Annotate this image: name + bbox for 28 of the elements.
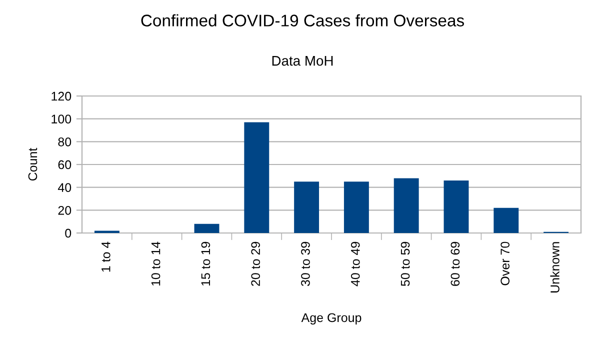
x-tick-label: 40 to 49 <box>350 242 360 286</box>
bar <box>294 182 320 233</box>
y-tick-label: 60 <box>58 160 72 170</box>
bar <box>394 178 419 233</box>
x-tick-label: 1 to 4 <box>102 242 110 272</box>
x-tick-label: 60 to 69 <box>450 242 460 286</box>
y-axis-title: Count <box>28 148 38 181</box>
bar <box>244 122 270 233</box>
y-tick-label: 0 <box>65 228 72 238</box>
bar <box>344 182 369 233</box>
x-tick-label: Over 70 <box>500 242 510 286</box>
y-tick-label: 120 <box>52 92 72 101</box>
x-tick-label: 20 to 29 <box>251 242 260 286</box>
x-tick-label: 15 to 19 <box>201 242 210 286</box>
bar <box>194 224 220 233</box>
x-tick-label: Unknown <box>550 242 560 292</box>
bar <box>444 180 469 233</box>
chart-title: Confirmed COVID-19 Cases from Overseas <box>141 14 464 26</box>
bar <box>494 208 519 233</box>
y-tick-label: 100 <box>52 114 72 124</box>
chart-subtitle: Data MoH <box>272 56 333 66</box>
y-tick-label: 80 <box>58 137 72 146</box>
x-tick-label: 50 to 59 <box>400 242 410 286</box>
x-tick-label: 10 to 14 <box>151 242 160 286</box>
y-tick-label: 20 <box>58 206 72 215</box>
x-axis-title: Age Group <box>301 313 362 325</box>
y-tick-label: 40 <box>58 183 72 192</box>
x-tick-label: 30 to 39 <box>301 242 310 286</box>
